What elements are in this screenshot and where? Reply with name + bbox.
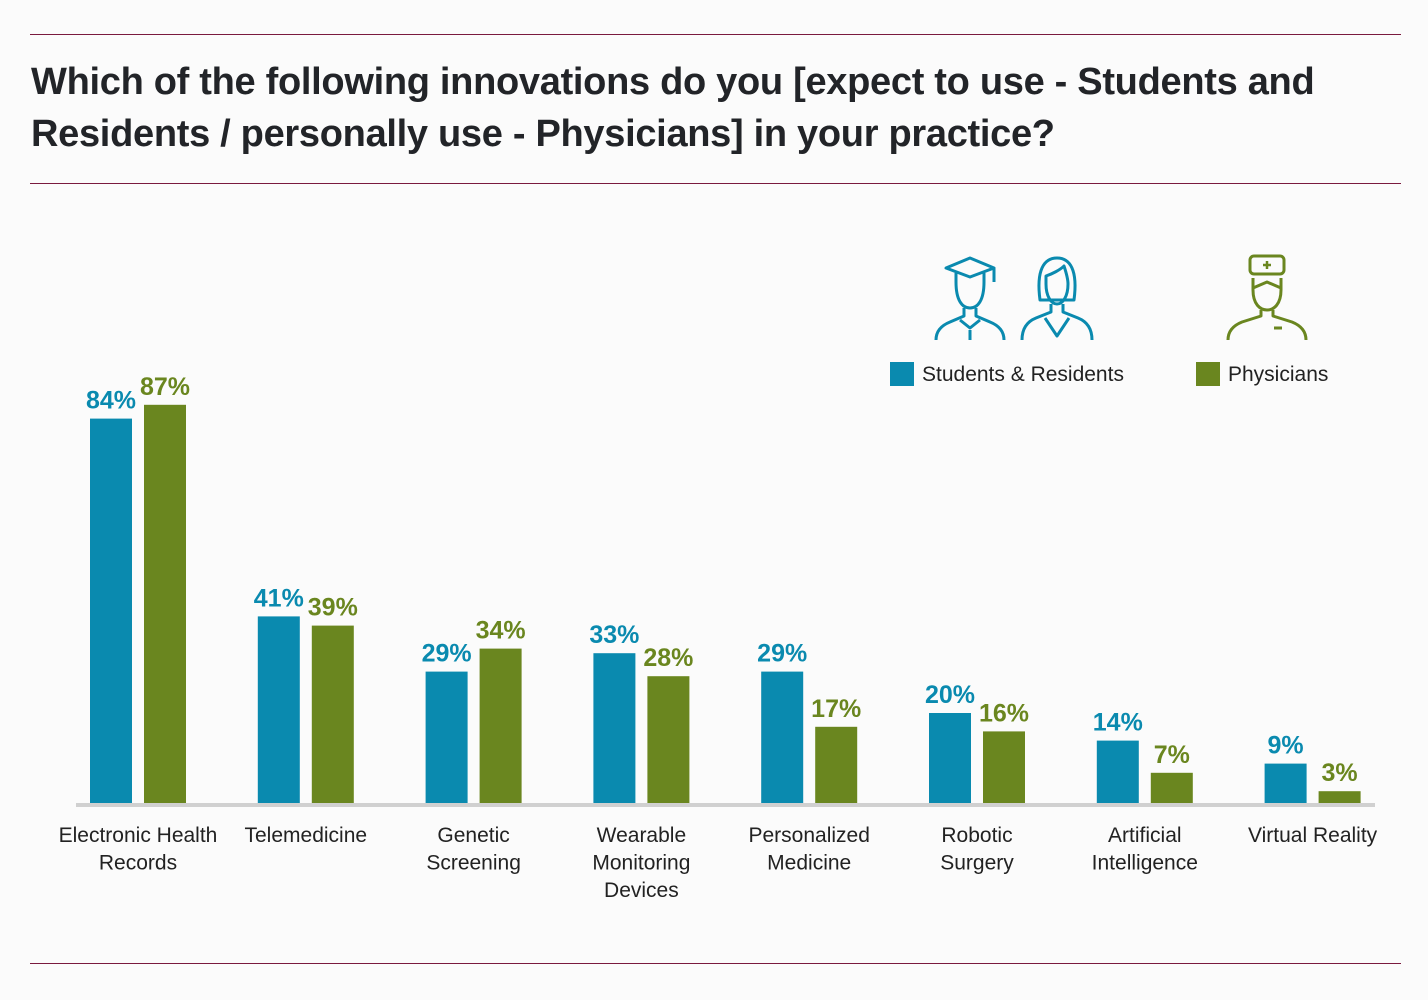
bar-2-0: [425, 671, 468, 805]
bar-7-0: [1264, 763, 1307, 805]
bar-3-0: [593, 653, 636, 805]
data-label-2-1: 34%: [476, 617, 526, 645]
bar-5-1: [983, 731, 1025, 805]
data-label-7-0: 9%: [1268, 732, 1304, 760]
chart-title: Which of the following innovations do yo…: [31, 61, 1315, 155]
data-label-5-1: 16%: [979, 699, 1029, 727]
x-axis-baseline: [76, 803, 1375, 807]
data-label-0-0: 84%: [86, 387, 136, 415]
data-label-1-0: 41%: [254, 584, 304, 612]
data-label-3-1: 28%: [643, 644, 693, 672]
student-graduate-icon: [934, 256, 1006, 341]
bar-5-0: [929, 713, 971, 805]
surgeon-physician-icon: [1226, 254, 1308, 341]
data-label-6-0: 14%: [1093, 709, 1143, 737]
category-label-7: Virtual Reality: [1248, 824, 1378, 847]
category-label-6: Artificial Intelligence: [1092, 824, 1198, 875]
category-label-0: Electronic Health Records: [59, 824, 218, 875]
data-label-7-1: 3%: [1322, 759, 1358, 787]
legend-swatch-0: [890, 362, 914, 386]
bar-4-1: [815, 726, 858, 805]
category-label-3: Wearable Monitoring Devices: [592, 824, 690, 902]
bar-1-0: [257, 616, 300, 805]
legend-swatch-1: [1196, 362, 1220, 386]
bar-4-0: [761, 671, 804, 805]
bar-6-0: [1096, 740, 1139, 805]
bottom-rule: [30, 963, 1401, 964]
data-label-6-1: 7%: [1154, 741, 1190, 769]
category-label-4: Personalized Medicine: [748, 824, 869, 875]
data-label-5-0: 20%: [925, 681, 975, 709]
legend-label-0: Students & Residents: [922, 363, 1124, 386]
top-rule: [30, 34, 1401, 35]
data-label-1-1: 39%: [308, 594, 358, 622]
bar-1-1: [311, 625, 354, 805]
bar-7-1: [1318, 791, 1361, 805]
data-label-3-0: 33%: [589, 621, 639, 649]
category-label-5: Robotic Surgery: [940, 824, 1014, 875]
title-bottom-rule: [30, 183, 1401, 184]
category-label-1: Telemedicine: [245, 824, 368, 847]
legend-label-1: Physicians: [1228, 363, 1328, 386]
bar-6-1: [1150, 772, 1193, 805]
bar-0-1: [144, 404, 186, 805]
bar-0-0: [90, 418, 132, 805]
resident-woman-icon: [1020, 256, 1094, 341]
data-label-0-1: 87%: [140, 373, 190, 401]
data-label-4-1: 17%: [811, 695, 861, 723]
data-label-2-0: 29%: [422, 640, 472, 668]
bar-2-1: [479, 648, 522, 805]
data-label-4-0: 29%: [757, 640, 807, 668]
bar-3-1: [647, 676, 690, 805]
category-label-2: Genetic Screening: [426, 824, 521, 875]
